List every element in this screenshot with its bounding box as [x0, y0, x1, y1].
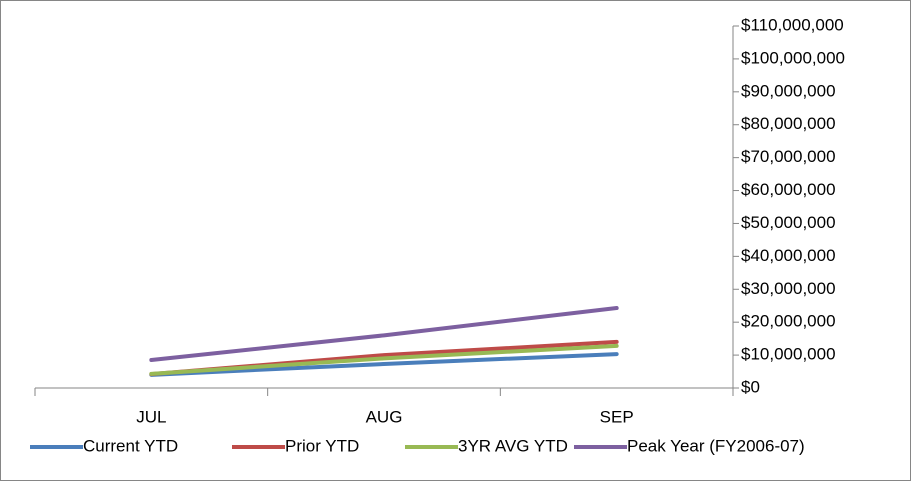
- y-tick-label: $70,000,000: [741, 147, 836, 166]
- y-tick-label: $80,000,000: [741, 114, 836, 133]
- y-tick-label: $40,000,000: [741, 246, 836, 265]
- x-tick-label: JUL: [136, 407, 166, 426]
- y-tick-label: $50,000,000: [741, 213, 836, 232]
- y-tick-label: $100,000,000: [741, 48, 845, 67]
- legend-label: Peak Year (FY2006-07): [627, 436, 805, 455]
- series-line: [149, 306, 619, 363]
- legend-label: Prior YTD: [285, 436, 359, 455]
- x-tick-label: SEP: [600, 407, 634, 426]
- series-line: [149, 343, 619, 376]
- y-tick-label: $110,000,000: [741, 15, 844, 34]
- x-tick-label: AUG: [366, 407, 403, 426]
- legend-label: Current YTD: [83, 436, 178, 455]
- y-tick-label: $20,000,000: [741, 312, 836, 331]
- series-line: [149, 352, 619, 377]
- legend-label: 3YR AVG YTD: [458, 436, 568, 455]
- y-tick-label: $10,000,000: [741, 345, 836, 364]
- y-tick-label: $30,000,000: [741, 279, 836, 298]
- y-tick-label: $90,000,000: [741, 81, 836, 100]
- y-tick-label: $60,000,000: [741, 180, 836, 199]
- y-tick-label: $0: [741, 377, 760, 396]
